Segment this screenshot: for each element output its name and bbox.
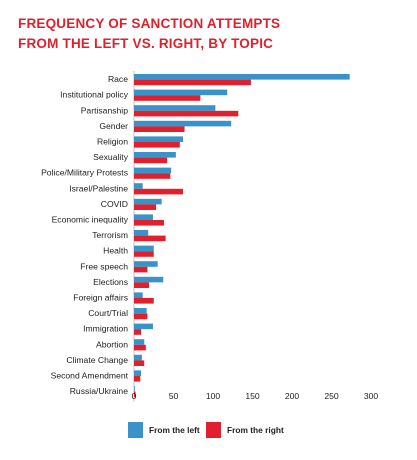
x-tick-label-300: 300 <box>364 391 379 401</box>
x-tick-label-0: 0 <box>132 391 137 401</box>
category-label-israel-palestine: Israel/Palestine <box>69 183 128 193</box>
bar-from-the-right-elections <box>134 282 150 288</box>
bar-from-the-left-health <box>134 245 154 252</box>
bar-from-the-left-free-speech <box>134 261 158 267</box>
bar-from-the-right-immigration <box>134 329 142 335</box>
bar-from-the-left-covid <box>134 198 162 205</box>
plot-area: Race Institutional policy Partisanship Gend… <box>41 71 378 402</box>
bar-from-the-right-health <box>134 251 154 257</box>
category-label-race: Race <box>108 74 128 84</box>
bar-from-the-right-foreign-affairs <box>134 298 154 304</box>
category-label-second-amendment: Second Amendment <box>51 371 129 381</box>
category-label-court-trial: Court/Trial <box>88 308 128 318</box>
legend-item-from-the-right: From the right <box>206 422 284 438</box>
bar-from-the-right-gender <box>134 126 185 132</box>
chart-title-line-2: FROM THE LEFT VS. RIGHT, BY TOPIC <box>18 36 274 51</box>
category-label-gender: Gender <box>99 121 128 131</box>
legend: From the left From the right <box>128 422 284 438</box>
bar-from-the-right-israel-palestine <box>134 188 183 195</box>
bar-from-the-right-terrorism <box>134 235 166 242</box>
category-label-covid: COVID <box>101 199 128 209</box>
x-tick-label-50: 50 <box>169 391 179 401</box>
bar-from-the-left-elections <box>134 276 164 283</box>
bar-from-the-left-abortion <box>134 339 145 345</box>
bar-from-the-left-economic-inequality <box>134 214 153 220</box>
category-label-elections: Elections <box>93 277 128 287</box>
bar-from-the-left-terrorism <box>134 230 149 236</box>
bar-from-the-left-israel-palestine <box>134 183 143 189</box>
legend-label-from-the-left: From the left <box>149 425 200 435</box>
category-label-foreign-affairs: Foreign affairs <box>73 293 128 303</box>
bar-from-the-left-foreign-affairs <box>134 292 143 298</box>
bar-from-the-left-court-trial <box>134 308 147 314</box>
bar-from-the-left-climate-change <box>134 354 142 361</box>
bar-from-the-right-climate-change <box>134 360 145 366</box>
legend-label-from-the-right: From the right <box>227 425 284 435</box>
bar-from-the-right-covid <box>134 204 157 210</box>
chart-title-line-1: FREQUENCY OF SANCTION ATTEMPTS <box>18 16 281 31</box>
legend-swatch-from-the-left <box>128 422 143 438</box>
bar-from-the-left-police-military-protests <box>134 167 172 174</box>
category-label-economic-inequality: Economic inequality <box>52 215 129 225</box>
bar-from-the-left-institutional-policy <box>134 89 228 96</box>
bar-from-the-left-gender <box>134 120 232 127</box>
bar-from-the-left-race <box>134 74 350 80</box>
category-label-russia-ukraine: Russia/Ukraine <box>70 386 128 396</box>
bar-from-the-right-police-military-protests <box>134 173 171 179</box>
x-tick-label-200: 200 <box>285 391 300 401</box>
x-tick-label-150: 150 <box>245 391 260 401</box>
category-label-police-military-protests: Police/Military Protests <box>41 168 128 178</box>
bar-from-the-right-court-trial <box>134 313 148 320</box>
category-label-immigration: Immigration <box>83 324 128 334</box>
bar-from-the-left-sexuality <box>134 152 176 158</box>
bar-from-the-right-russia-ukraine <box>134 391 136 398</box>
bar-from-the-right-race <box>134 79 251 86</box>
category-label-health: Health <box>103 246 128 256</box>
bar-from-the-left-religion <box>134 136 183 142</box>
bar-from-the-left-russia-ukraine <box>134 386 135 392</box>
category-label-partisanship: Partisanship <box>81 105 129 115</box>
bar-from-the-left-partisanship <box>134 105 216 111</box>
bar-from-the-left-immigration <box>134 323 153 330</box>
bar-from-the-left-second-amendment <box>134 370 142 376</box>
bar-from-the-right-partisanship <box>134 110 239 117</box>
category-label-climate-change: Climate Change <box>66 355 128 365</box>
legend-item-from-the-left: From the left <box>128 422 200 438</box>
category-label-sexuality: Sexuality <box>93 152 129 162</box>
bar-from-the-right-sexuality <box>134 157 168 164</box>
category-label-religion: Religion <box>97 137 128 147</box>
category-label-institutional-policy: Institutional policy <box>60 90 129 100</box>
bar-from-the-right-religion <box>134 142 180 148</box>
x-tick-label-250: 250 <box>324 391 339 401</box>
category-label-free-speech: Free speech <box>80 261 128 271</box>
bar-from-the-right-institutional-policy <box>134 95 201 101</box>
legend-swatch-from-the-right <box>206 422 221 438</box>
bar-from-the-right-second-amendment <box>134 376 141 382</box>
x-tick-label-100: 100 <box>206 391 221 401</box>
bar-from-the-right-economic-inequality <box>134 220 165 226</box>
category-label-abortion: Abortion <box>96 339 128 349</box>
category-label-terrorism: Terrorism <box>92 230 128 240</box>
chart-title: FREQUENCY OF SANCTION ATTEMPTS FROM THE … <box>18 14 280 54</box>
bar-from-the-right-free-speech <box>134 266 148 273</box>
bar-from-the-right-abortion <box>134 344 146 351</box>
